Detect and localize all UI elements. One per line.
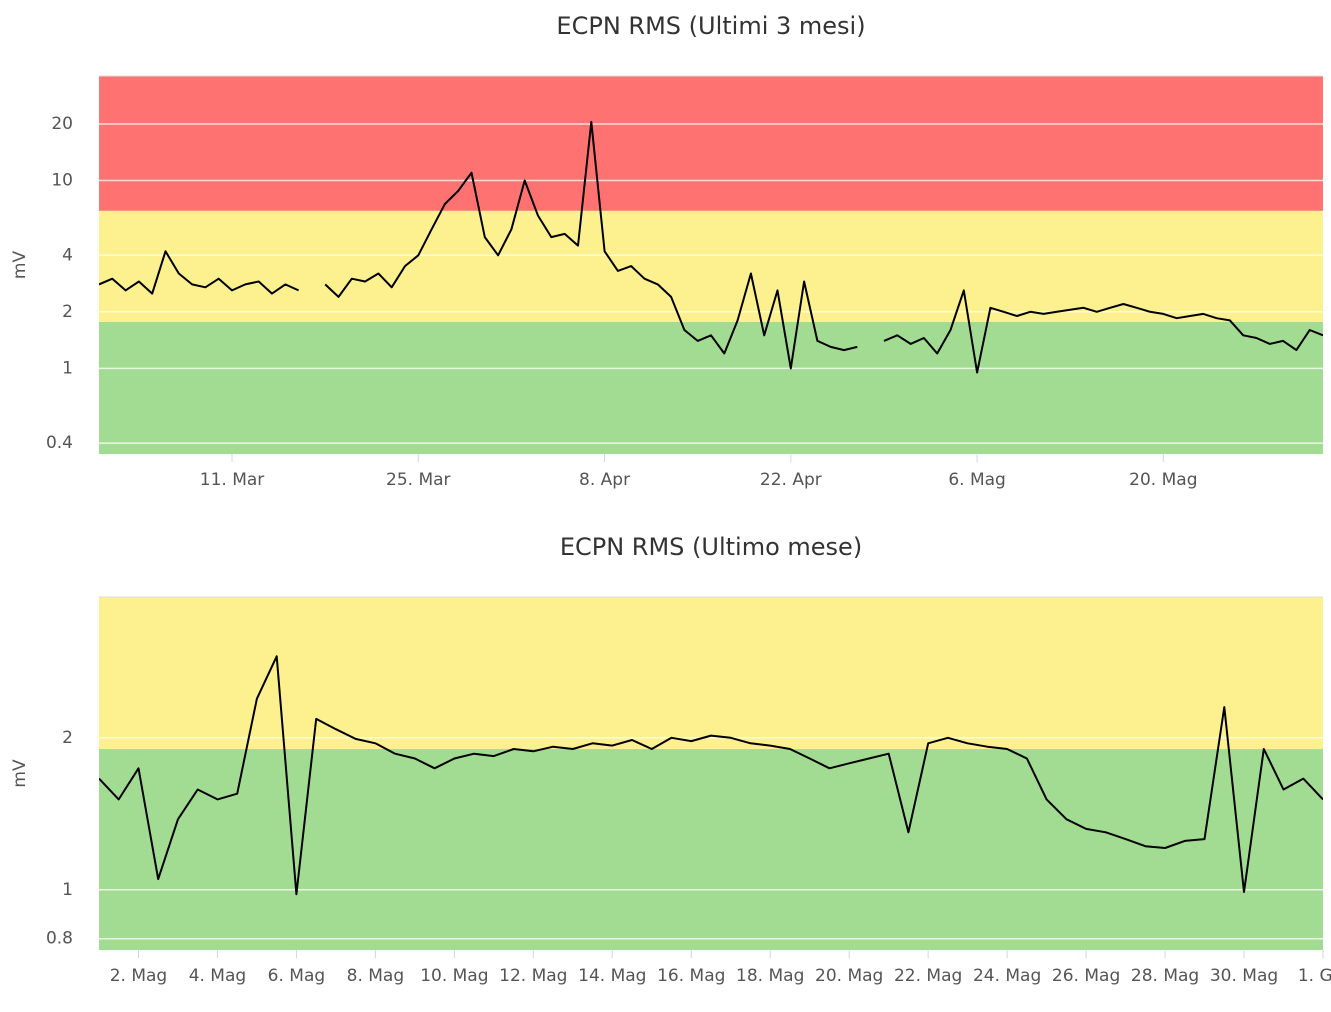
x-tick-label: 24. Mag (973, 966, 1041, 986)
x-tick-label: 1. Giu (1298, 966, 1331, 986)
x-tick-label: 22. Mag (894, 966, 962, 986)
band (99, 321, 1323, 454)
data-line (99, 120, 1323, 374)
x-tick-label: 14. Mag (578, 966, 646, 986)
data-line (99, 655, 1323, 896)
band (99, 76, 1323, 211)
x-tick-label: 8. Apr (579, 470, 630, 490)
x-tick-label: 12. Mag (499, 966, 567, 986)
x-tick-label: 20. Mag (815, 966, 883, 986)
x-tick-label: 6. Mag (268, 966, 326, 986)
band (99, 749, 1323, 950)
band (99, 210, 1323, 322)
y-axis-title: mV (10, 759, 30, 788)
y-axis-title: mV (10, 251, 30, 280)
x-tick-label: 16. Mag (657, 966, 725, 986)
chart-title: ECPN RMS (Ultimi 3 mesi) (556, 12, 865, 40)
x-tick-label: 4. Mag (189, 966, 247, 986)
x-tick-label: 26. Mag (1052, 966, 1120, 986)
y-tick-label: 0.4 (46, 433, 73, 453)
x-tick-label: 11. Mar (200, 470, 265, 490)
y-tick-label: 0.8 (46, 929, 73, 949)
x-tick-label: 28. Mag (1131, 966, 1199, 986)
y-tick-label: 2 (62, 302, 73, 322)
x-tick-label: 25. Mar (386, 470, 451, 490)
x-tick-label: 6. Mag (948, 470, 1006, 490)
y-tick-label: 2 (62, 728, 73, 748)
x-tick-label: 18. Mag (736, 966, 804, 986)
y-tick-label: 1 (62, 880, 73, 900)
y-tick-label: 20 (51, 114, 73, 134)
x-tick-label: 22. Apr (760, 470, 822, 490)
x-tick-label: 8. Mag (347, 966, 405, 986)
y-tick-label: 4 (62, 245, 73, 265)
chart-title: ECPN RMS (Ultimo mese) (560, 533, 862, 561)
x-tick-label: 30. Mag (1210, 966, 1278, 986)
y-tick-label: 1 (62, 358, 73, 378)
x-tick-label: 10. Mag (420, 966, 488, 986)
x-tick-label: 20. Mag (1129, 470, 1197, 490)
band (99, 597, 1323, 750)
y-tick-label: 10 (51, 171, 73, 191)
x-tick-label: 2. Mag (110, 966, 168, 986)
